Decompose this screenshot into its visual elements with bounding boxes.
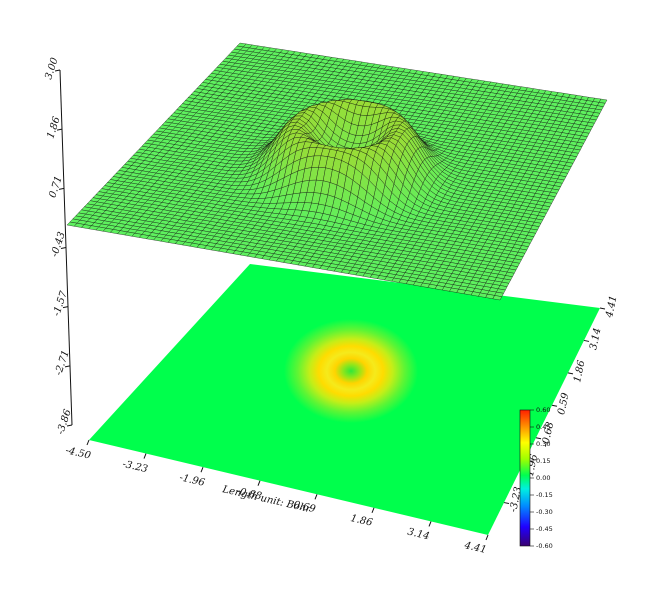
x-tick-mark: [257, 480, 261, 486]
y-tick-mark: [551, 404, 558, 407]
contour-ring: [284, 319, 418, 423]
y-tick-label: 1.86: [572, 359, 588, 384]
y-tick-mark: [599, 307, 606, 310]
z-tick-label: 3.00: [43, 56, 61, 81]
colorbar-tick-label: 0.15: [536, 457, 550, 465]
x-tick-label: 0.69: [292, 499, 317, 515]
x-tick-mark: [200, 466, 204, 473]
x-tick-label: 4.41: [462, 540, 487, 556]
x-tick-label: -1.96: [178, 472, 206, 489]
y-tick-mark: [535, 437, 542, 440]
z-tick-label: 1.86: [45, 115, 63, 140]
z-tick-mark: [60, 247, 67, 249]
x-tick-mark: [428, 521, 432, 527]
colorbar-tick-label: -0.45: [536, 525, 553, 533]
z-tick-mark: [54, 69, 61, 72]
y-tick-label: 0.59: [556, 391, 572, 416]
colorbar-tick-label: 0.60: [536, 406, 550, 414]
x-tick-mark: [143, 453, 147, 459]
x-tick-mark: [485, 534, 489, 541]
z-tick-mark: [58, 187, 65, 190]
z-tick-label: 0.71: [47, 175, 64, 200]
z-tick-mark: [62, 306, 69, 309]
z-tick-mark: [56, 128, 63, 131]
z-tick-label: -1.57: [51, 289, 70, 317]
z-tick-label: -0.43: [49, 231, 67, 259]
y-tick-label: 3.14: [588, 327, 603, 351]
wireframe-surface: [66, 42, 608, 301]
z-tick-mark: [64, 365, 71, 368]
x-tick-label: 3.14: [406, 527, 430, 543]
y-tick-label: 4.41: [604, 295, 620, 320]
colorbar-tick-label: 0.45: [536, 423, 550, 431]
x-tick-label: 1.86: [349, 513, 374, 529]
x-axis-ticks: -4.50-3.23-1.96-0.880.691.863.144.41: [64, 439, 489, 556]
colorbar-tick-label: 0.30: [536, 440, 550, 448]
surface-cell: [492, 295, 503, 301]
x-tick-mark: [371, 507, 375, 514]
z-tick-mark: [66, 424, 73, 427]
colorbar: [519, 409, 531, 547]
z-tick-label: -2.71: [53, 349, 71, 377]
x-tick-label: -3.23: [121, 459, 148, 475]
colorbar-tick-label: -0.30: [536, 508, 553, 516]
x-tick-label: -4.50: [64, 445, 92, 462]
y-tick-mark: [567, 372, 574, 375]
x-tick-mark: [86, 439, 90, 446]
z-tick-label: -3.86: [55, 408, 74, 436]
z-axis-ticks: 3.00 1.86 0.71 -0.43 -1.57 -2.71 -3.86: [43, 56, 74, 436]
colorbar-tick-label: 0.00: [536, 474, 550, 482]
y-tick-mark: [583, 339, 590, 342]
y-tick-mark: [503, 502, 510, 505]
colorbar-tick-label: -0.15: [536, 491, 553, 499]
colorbar-ticks: 0.60 0.45 0.30 0.15 0.00 -0.15 -0.30 -0.45 -0.60: [530, 406, 553, 550]
colorbar-tick-label: -0.60: [536, 542, 553, 550]
x-tick-mark: [314, 494, 318, 500]
y-tick-label: -0.68: [540, 421, 556, 448]
